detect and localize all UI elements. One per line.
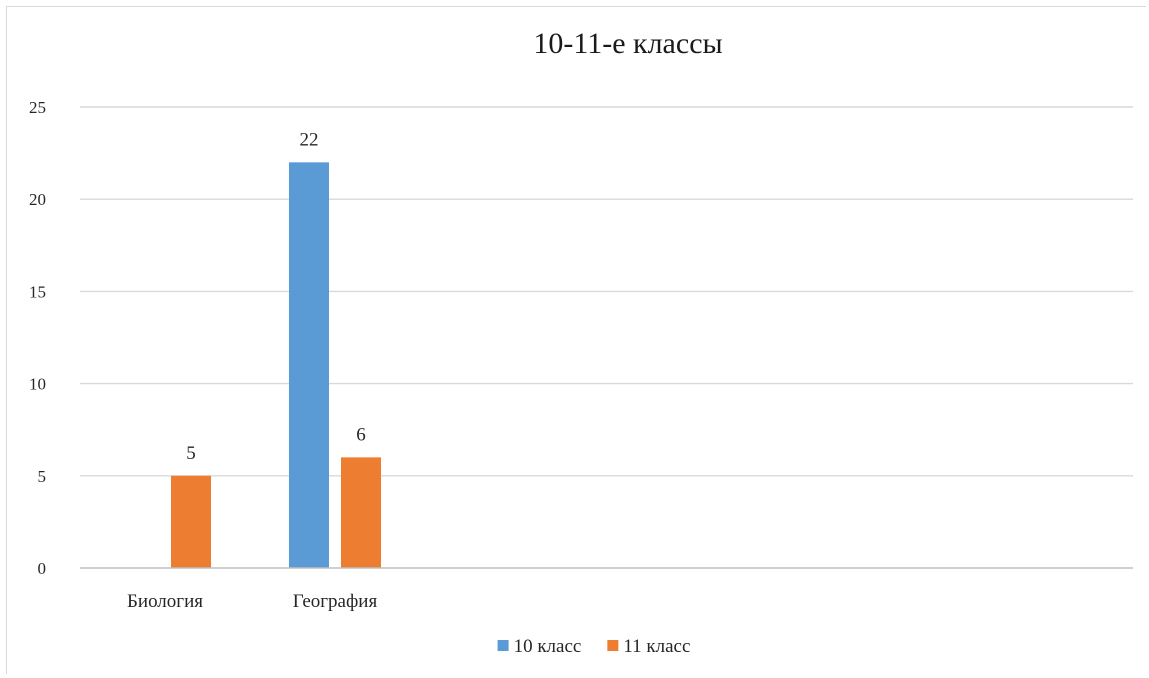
legend-label-1: 11 класс bbox=[623, 636, 690, 657]
x-axis: Биология География bbox=[80, 567, 1133, 612]
legend-swatch-1 bbox=[607, 640, 619, 651]
bars bbox=[171, 162, 381, 568]
data-label-0-1: 5 bbox=[186, 443, 196, 464]
data-label-1-1: 6 bbox=[356, 424, 366, 445]
bar-1-0 bbox=[289, 162, 329, 568]
gridlines bbox=[80, 106, 1133, 477]
y-tick-label-15: 15 bbox=[29, 282, 46, 301]
data-labels: 5 22 6 bbox=[186, 129, 366, 463]
bar-0-1 bbox=[171, 475, 211, 568]
legend-swatch-0 bbox=[497, 640, 509, 651]
bar-1-1 bbox=[341, 457, 381, 568]
legend-item-0: 10 класс bbox=[497, 636, 582, 657]
legend-item-1: 11 класс bbox=[607, 636, 690, 657]
y-tick-label-5: 5 bbox=[38, 467, 47, 486]
legend: 10 класс 11 класс bbox=[497, 636, 690, 657]
x-category-label-0: Биология bbox=[127, 591, 203, 612]
y-axis: 0 5 10 15 20 25 bbox=[29, 98, 46, 578]
chart-title: 10-11-е классы bbox=[533, 27, 722, 60]
x-category-label-1: География bbox=[293, 591, 378, 612]
y-tick-label-10: 10 bbox=[29, 375, 46, 394]
data-label-1-0: 22 bbox=[300, 129, 319, 150]
y-tick-label-25: 25 bbox=[29, 98, 46, 117]
y-tick-label-0: 0 bbox=[38, 559, 47, 578]
legend-label-0: 10 класс bbox=[514, 636, 582, 657]
chart-frame bbox=[6, 6, 1146, 674]
y-tick-label-20: 20 bbox=[29, 190, 46, 209]
